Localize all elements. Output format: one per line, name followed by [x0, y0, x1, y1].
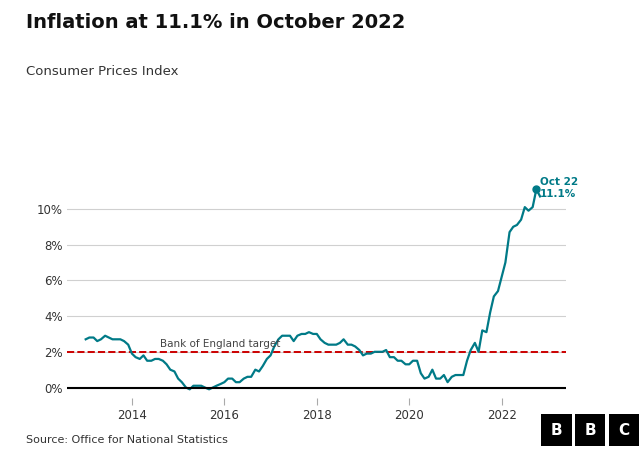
Text: Bank of England target: Bank of England target [159, 338, 280, 349]
Text: Inflation at 11.1% in October 2022: Inflation at 11.1% in October 2022 [26, 14, 405, 32]
Text: 11.1%: 11.1% [540, 189, 576, 199]
Text: B: B [550, 423, 562, 438]
Text: Oct 22: Oct 22 [540, 176, 578, 187]
Text: B: B [584, 423, 596, 438]
Text: Consumer Prices Index: Consumer Prices Index [26, 65, 178, 78]
Text: C: C [618, 423, 630, 438]
Text: Source: Office for National Statistics: Source: Office for National Statistics [26, 435, 227, 445]
